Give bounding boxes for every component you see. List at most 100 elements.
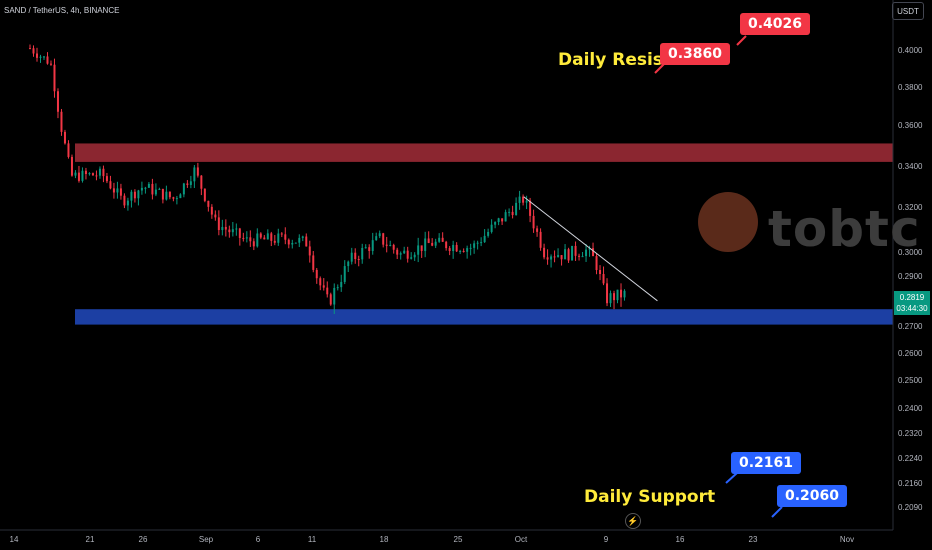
candle-body <box>347 261 350 267</box>
candle-body <box>329 294 332 305</box>
candle-body <box>144 187 147 189</box>
candle-body <box>371 240 374 251</box>
candle-body <box>354 252 357 260</box>
candle-body <box>256 233 259 247</box>
currency-button[interactable]: USDT <box>892 2 924 20</box>
x-tick-label: Oct <box>515 535 528 544</box>
candle-body <box>497 218 500 223</box>
candle-body <box>252 241 255 247</box>
y-tick-label: 0.3800 <box>898 83 923 92</box>
candle-body <box>518 196 521 203</box>
candle-body <box>35 53 38 58</box>
y-tick-label: 0.4000 <box>898 46 923 55</box>
candle-body <box>119 188 122 196</box>
candle-body <box>137 190 140 199</box>
candle-body <box>378 233 381 237</box>
candle-body <box>91 173 94 176</box>
x-tick-label: 23 <box>749 535 758 544</box>
x-tick-label: 26 <box>139 535 148 544</box>
candle-body <box>319 278 322 286</box>
brand-logo-icon <box>698 192 758 252</box>
candle-body <box>616 289 619 301</box>
candle-body <box>424 238 427 251</box>
symbol-header: SAND / TetherUS, 4h, BINANCE <box>4 6 120 15</box>
candle-body <box>410 257 413 259</box>
candle-body <box>154 189 157 195</box>
candle-body <box>74 172 77 176</box>
candle-body <box>522 196 525 203</box>
candle-body <box>95 175 98 177</box>
candle-body <box>277 233 280 243</box>
candle-body <box>84 170 87 174</box>
candle-body <box>315 269 318 279</box>
candle-body <box>448 248 451 252</box>
x-tick-label: Nov <box>840 535 854 544</box>
candle-body <box>179 194 182 199</box>
candle-body <box>130 191 133 201</box>
candle-body <box>217 217 220 231</box>
candle-body <box>539 231 542 248</box>
candle-body <box>109 181 112 189</box>
candle-body <box>487 231 490 236</box>
candle-body <box>585 249 588 257</box>
target-2-pointer <box>736 35 747 46</box>
candle-body <box>56 91 59 112</box>
candle-body <box>469 247 472 249</box>
candle-body <box>298 237 301 243</box>
candle-body <box>172 197 175 199</box>
candle-body <box>343 266 346 282</box>
candle-body <box>140 187 143 191</box>
x-tick-label: 21 <box>86 535 95 544</box>
x-tick-label: 25 <box>454 535 463 544</box>
candle-body <box>196 167 199 176</box>
candle-body <box>81 170 84 181</box>
x-tick-label: 9 <box>604 535 609 544</box>
candle-body <box>214 214 217 218</box>
candle-body <box>445 241 448 249</box>
candle-body <box>182 183 185 195</box>
candle-body <box>385 244 388 246</box>
candle-body <box>63 131 66 144</box>
candle-body <box>595 256 598 271</box>
candle-body <box>70 156 73 176</box>
candle-body <box>161 188 164 200</box>
countdown-timer: 03:44:30 <box>896 304 928 313</box>
candle-body <box>116 188 119 193</box>
candle-body <box>553 256 556 258</box>
candle-body <box>207 200 210 207</box>
candle-body <box>368 247 371 251</box>
candle-body <box>529 200 532 216</box>
candle-body <box>466 248 469 252</box>
candle-body <box>165 191 168 200</box>
candle-body <box>550 256 553 260</box>
candle-body <box>620 289 623 298</box>
y-tick-label: 0.2160 <box>898 479 923 488</box>
candle-body <box>420 245 423 251</box>
current-price-label: 0.2819 03:44:30 <box>894 291 930 315</box>
candle-body <box>126 200 129 206</box>
candle-body <box>508 211 511 213</box>
candle-body <box>301 236 304 238</box>
candle-body <box>609 293 612 304</box>
candle-body <box>224 226 227 230</box>
candle-body <box>189 181 192 185</box>
candle-body <box>284 234 287 240</box>
candle-body <box>396 249 399 255</box>
candle-body <box>151 183 154 195</box>
y-tick-label: 0.2240 <box>898 454 923 463</box>
candle-body <box>53 64 56 92</box>
candle-body <box>452 244 455 252</box>
candle-body <box>235 228 238 230</box>
y-tick-label: 0.3200 <box>898 203 923 212</box>
candle-body <box>291 242 294 245</box>
candle-body <box>210 206 213 215</box>
candle-body <box>455 244 458 252</box>
candle-body <box>32 48 35 54</box>
candle-body <box>602 274 605 284</box>
candle-body <box>364 247 367 249</box>
target-1-tag: 0.3860 <box>660 43 731 65</box>
candle-body <box>613 293 616 301</box>
replay-icon[interactable]: ⚡ <box>625 513 641 529</box>
y-tick-label: 0.2320 <box>898 429 923 438</box>
